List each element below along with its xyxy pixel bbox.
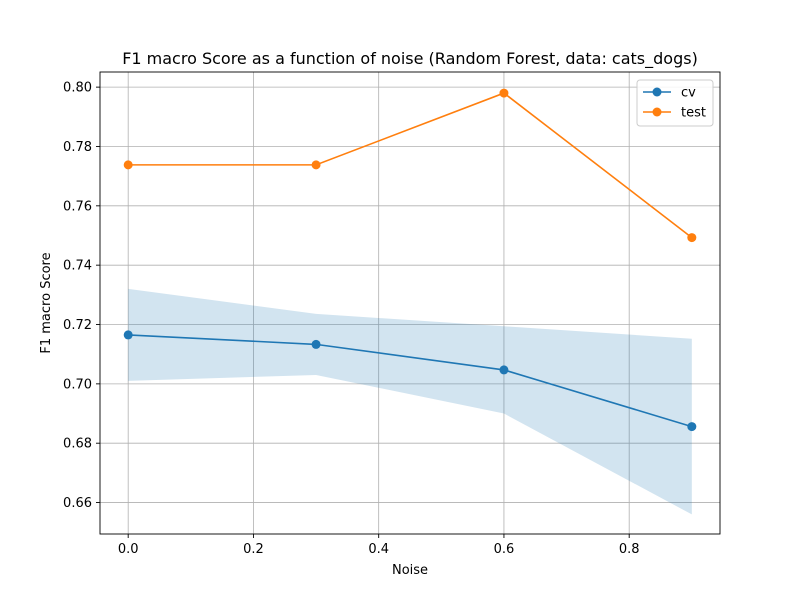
y-axis-title: F1 macro Score: [39, 252, 54, 353]
data-point-cv: [311, 339, 321, 349]
x-axis-title: Noise: [392, 563, 428, 578]
series-line-cv: [128, 334, 693, 428]
y-tick-label: 0.80: [63, 81, 92, 96]
data-point-test: [123, 160, 133, 170]
x-tick-label: 0.8: [619, 542, 640, 557]
legend-marker-test: [652, 107, 662, 117]
chart-title: F1 macro Score as a function of noise (R…: [122, 49, 698, 69]
grid: [100, 72, 720, 534]
confidence-bands: [128, 288, 692, 515]
data-point-cv: [123, 330, 133, 340]
y-tick-label: 0.72: [63, 318, 92, 333]
legend-label-test: test: [681, 106, 706, 121]
data-point-test: [311, 160, 321, 170]
x-tick-label: 0.2: [243, 542, 264, 557]
y-tick-label: 0.78: [63, 140, 92, 155]
y-tick-label: 0.74: [63, 259, 92, 274]
series-lines: [123, 88, 697, 432]
y-tick-label: 0.70: [63, 377, 92, 392]
data-point-test: [499, 88, 509, 98]
data-point-test: [687, 233, 697, 243]
data-point-cv: [687, 422, 697, 432]
series-line-test: [128, 92, 693, 239]
y-tick-label: 0.76: [63, 199, 92, 214]
y-tick-label: 0.68: [63, 437, 92, 452]
y-tick-label: 0.66: [63, 496, 92, 511]
x-tick-label: 0.0: [118, 542, 139, 557]
legend-marker-cv: [652, 87, 662, 97]
axes: 0.0 0.2 0.4 0.6 0.8 0.66 0.68 0.70 0.72 0.74 0.76 0…: [63, 71, 721, 557]
legend-label-cv: cv: [681, 86, 696, 101]
data-point-cv: [499, 365, 509, 375]
legend: cv test: [636, 79, 714, 127]
x-tick-label: 0.6: [494, 542, 515, 557]
x-tick-label: 0.4: [368, 542, 389, 557]
confidence-band-cv: [128, 288, 692, 515]
plot-frame: [99, 71, 721, 535]
